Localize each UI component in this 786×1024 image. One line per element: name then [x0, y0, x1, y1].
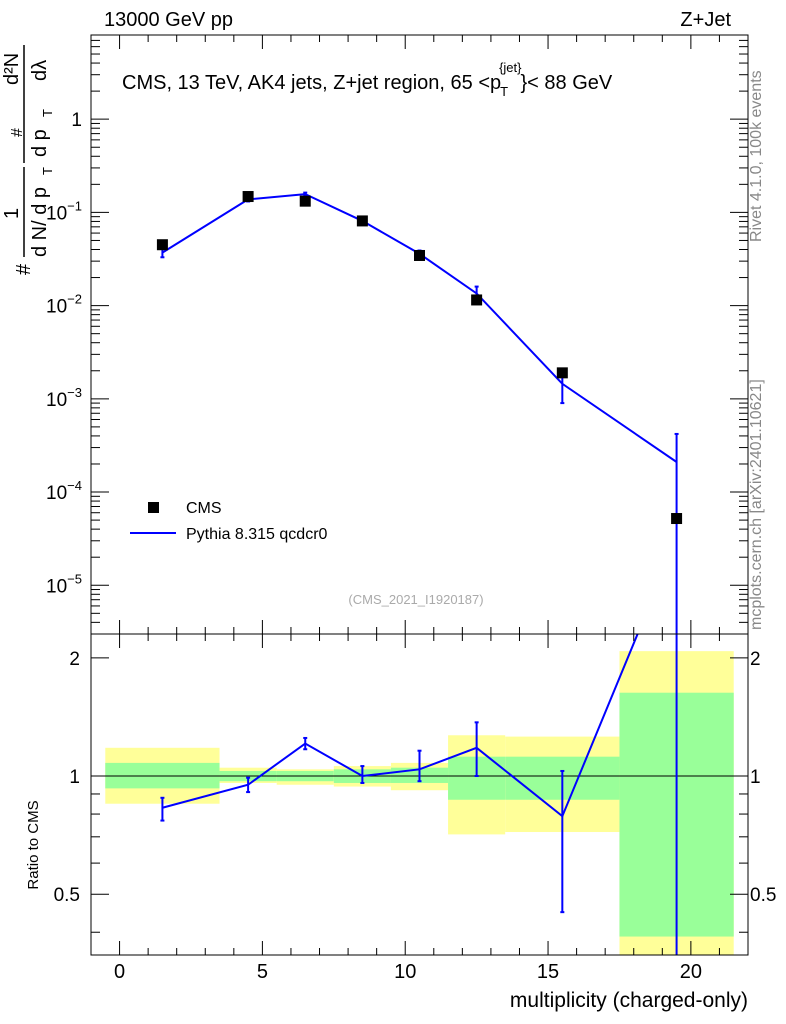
legend-cms-label: CMS [186, 500, 222, 517]
y-tick-exp-0: −5 [67, 571, 82, 586]
y-tick-exp-2: −3 [67, 385, 82, 400]
y-tick-label-4: 10−1 [46, 198, 82, 224]
y-tick-base-0: 10 [46, 576, 67, 597]
cms-marker-7 [671, 513, 683, 525]
y-tick-exp-3: −2 [67, 292, 82, 307]
y-tick-base-3: 10 [46, 297, 67, 318]
x-tick-label-20: 20 [680, 961, 702, 983]
mcplots-label: mcplots.cern.ch [arXiv:2401.10621] [748, 379, 765, 630]
y-tick-base-1: 10 [46, 483, 67, 504]
header-left: 13000 GeV pp [104, 9, 233, 31]
x-axis-label: multiplicity (charged-only) [510, 989, 748, 1012]
x-tick-label-15: 15 [537, 961, 559, 983]
ylabel-one: 1 [1, 208, 23, 219]
analysis-watermark: (CMS_2021_I1920187) [348, 592, 483, 607]
ylabel-dn: d N/ d p [29, 187, 51, 257]
cms-marker-0 [156, 239, 168, 251]
main-frame [90, 34, 749, 635]
ylabel-t2: T [40, 109, 55, 117]
y-tick-label-2: 10−3 [46, 385, 82, 411]
main-title-prefix: CMS, 13 TeV, AK4 jets, Z+jet region, 65 … [122, 72, 501, 94]
ratio-frame [90, 633, 749, 956]
y-tick-base-4: 10 [46, 203, 67, 224]
cms-marker-5 [471, 294, 483, 306]
ratio-tick-label-l-1: 1 [69, 767, 80, 788]
ratio-tick-label-r-0: 0.5 [750, 885, 776, 906]
main-title: CMS, 13 TeV, AK4 jets, Z+jet region, 65 … [122, 60, 613, 99]
ylabel-dp: d p [29, 129, 51, 157]
y-tick-label-5: 1 [71, 110, 82, 131]
header-right: Z+Jet [680, 9, 731, 31]
cms-marker-6 [556, 367, 568, 379]
ratio-line [162, 634, 639, 818]
y-tick-exp-1: −4 [67, 478, 82, 493]
y-tick-label-0: 10−5 [46, 571, 82, 597]
ylabel-hash-2: # [9, 128, 26, 137]
main-title-suffix: }< 88 GeV [521, 72, 613, 94]
ratio-series [160, 634, 678, 955]
y-tick-base-5: 1 [71, 110, 82, 131]
y-tick-exp-4: −1 [67, 198, 82, 213]
ratio-bands [105, 651, 734, 955]
ratio-tick-label-l-2: 2 [69, 649, 80, 670]
y-tick-label-3: 10−2 [46, 292, 82, 318]
y-tick-base-2: 10 [46, 390, 67, 411]
main-title-sup: {jet} [499, 60, 522, 75]
cms-marker-3 [356, 215, 368, 227]
ylabel-hash-1: # [13, 263, 35, 275]
ratio-tick-label-r-2: 2 [750, 649, 761, 670]
ylabel-t1: T [40, 167, 55, 175]
ratio-panel: 0 5 10 15 20 0.5 0.5 1 1 2 2 [54, 633, 776, 983]
ylabel-d2n: d²N [1, 53, 23, 85]
x-tick-label-5: 5 [257, 961, 268, 983]
legend-cms-marker [148, 502, 159, 513]
mc-line [161, 193, 678, 463]
ylabel-dl: dλ [29, 60, 51, 81]
x-tick-label-10: 10 [394, 961, 416, 983]
x-tick-label-0: 0 [114, 961, 125, 983]
cms-marker-4 [414, 249, 425, 261]
legend-pythia-label: Pythia 8.315 qcdcr0 [186, 526, 328, 543]
main-panel: 10−510−410−310−210−11 [46, 34, 749, 635]
cms-marker-1 [242, 191, 254, 203]
main-ylabel: # 1 d N/ d p T # d²N d p T dλ [1, 45, 55, 275]
legend: CMS Pythia 8.315 qcdcr0 [130, 500, 328, 543]
y-tick-label-1: 10−4 [46, 478, 82, 504]
rivet-label: Rivet 4.1.0, 100k events [748, 70, 765, 242]
cms-marker-2 [299, 195, 311, 207]
ratio-tick-label-l-0: 0.5 [54, 885, 80, 906]
ratio-ylabel: Ratio to CMS [25, 800, 42, 889]
main-title-sub: T [500, 84, 508, 99]
ratio-tick-label-r-1: 1 [750, 767, 761, 788]
